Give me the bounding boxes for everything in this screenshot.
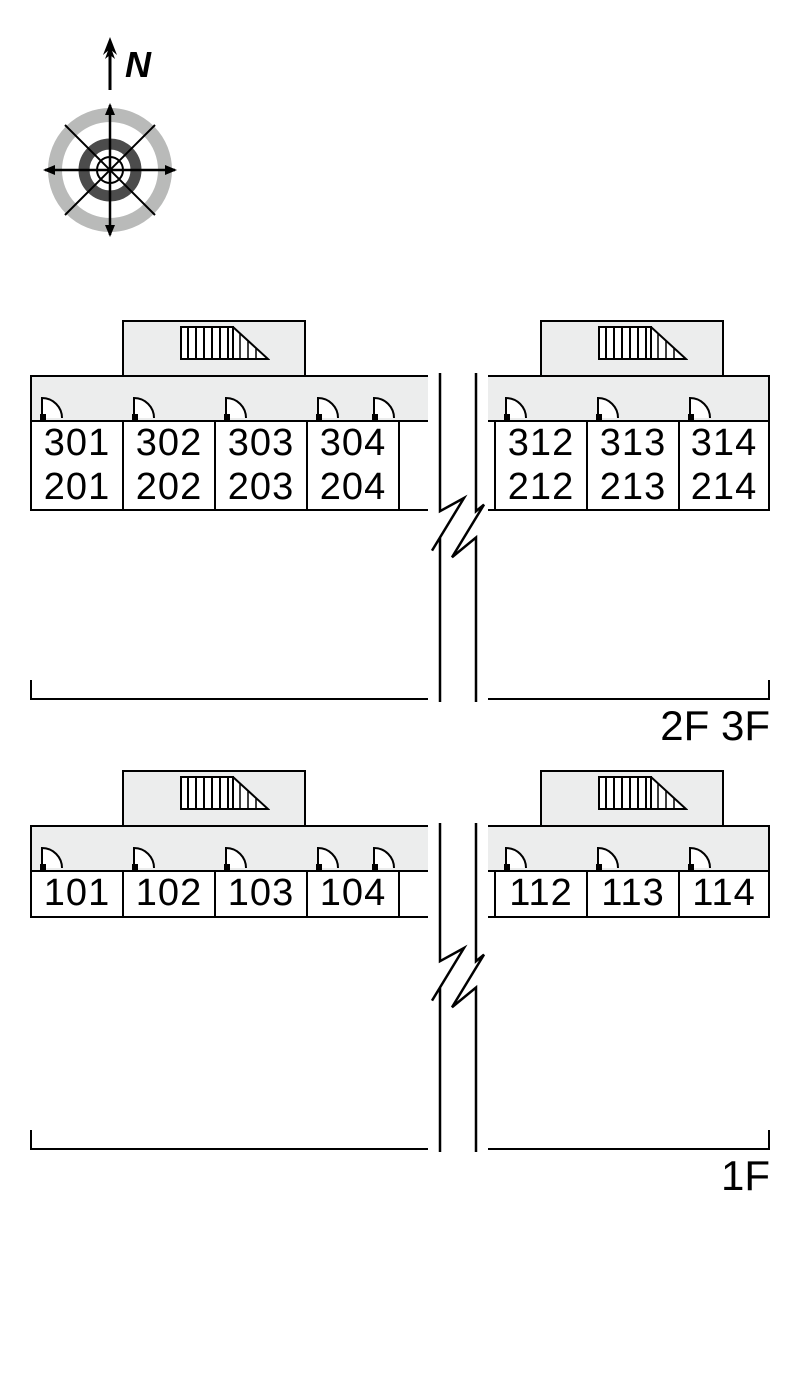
unit-label: 301 [44, 422, 110, 466]
unit-101: 101 [30, 870, 122, 918]
break-mark [428, 823, 488, 1152]
unit-label: 304 [320, 422, 386, 466]
unit-label: 114 [692, 872, 756, 916]
units-right-group: 312212313213314214 [450, 420, 770, 511]
unit-label: 213 [600, 466, 666, 510]
floor-tag: 2F 3F [660, 702, 770, 750]
floor-tag: 1F [721, 1152, 770, 1200]
door-icon [38, 394, 72, 420]
unit-label: 302 [136, 422, 202, 466]
unit-label: 112 [509, 872, 573, 916]
unit-label: 102 [136, 872, 202, 916]
units-left-group: 301201302202303203304204 [30, 420, 458, 511]
door-icon [314, 394, 348, 420]
unit-label: 312 [508, 422, 574, 466]
door-icon [502, 394, 536, 420]
stair-icon [598, 776, 688, 810]
unit-label: 214 [691, 466, 757, 510]
unit-label: 113 [601, 872, 665, 916]
unit-104: 104 [306, 870, 398, 918]
door-icon [686, 394, 720, 420]
unit-302: 302202 [122, 420, 214, 511]
unit-label: 314 [691, 422, 757, 466]
door-icon [594, 844, 628, 870]
roof-area [30, 320, 770, 375]
break-mark [428, 373, 488, 702]
balcony-bar [30, 1130, 770, 1150]
door-icon [314, 844, 348, 870]
floor-block-lower: 101102103104 112113114 1F [30, 770, 770, 1150]
door-icon [370, 844, 404, 870]
unit-112: 112 [494, 870, 586, 918]
unit-label: 313 [600, 422, 666, 466]
compass: N [35, 35, 185, 255]
door-icon [222, 394, 256, 420]
unit-label: 303 [228, 422, 294, 466]
unit-label: 201 [44, 466, 110, 510]
unit-label: 203 [228, 466, 294, 510]
unit-312: 312212 [494, 420, 586, 511]
door-icon [130, 844, 164, 870]
balcony-bar [30, 680, 770, 700]
stair-icon [598, 326, 688, 360]
door-icon [222, 844, 256, 870]
unit-304: 304204 [306, 420, 398, 511]
unit-113: 113 [586, 870, 678, 918]
unit-label: 212 [508, 466, 574, 510]
corridor [30, 375, 770, 420]
unit-102: 102 [122, 870, 214, 918]
roof-area [30, 770, 770, 825]
units-row: 301201302202303203304204 312212313213314… [30, 420, 770, 680]
door-icon [370, 394, 404, 420]
unit-label: 103 [228, 872, 294, 916]
door-icon [502, 844, 536, 870]
compass-n-label: N [125, 44, 152, 85]
unit-label: 204 [320, 466, 386, 510]
unit-301: 301201 [30, 420, 122, 511]
unit-314: 314214 [678, 420, 770, 511]
units-right-group: 112 113 114 [450, 870, 770, 918]
unit-114: 114 [678, 870, 770, 918]
break-zone [428, 373, 488, 702]
unit-label: 202 [136, 466, 202, 510]
door-icon [38, 844, 72, 870]
unit-label: 101 [44, 872, 110, 916]
door-icon [686, 844, 720, 870]
stair-icon [180, 776, 270, 810]
units-left-group: 101 102 103 104 [30, 870, 458, 918]
door-icon [130, 394, 164, 420]
corridor [30, 825, 770, 870]
floor-block-upper: 301201302202303203304204 312212313213314… [30, 320, 770, 700]
door-icon [594, 394, 628, 420]
break-zone [428, 823, 488, 1152]
stair-icon [180, 326, 270, 360]
units-row: 101 102 103 104 112 113 114 [30, 870, 770, 1130]
unit-303: 303203 [214, 420, 306, 511]
unit-313: 313213 [586, 420, 678, 511]
unit-103: 103 [214, 870, 306, 918]
unit-label: 104 [320, 872, 386, 916]
